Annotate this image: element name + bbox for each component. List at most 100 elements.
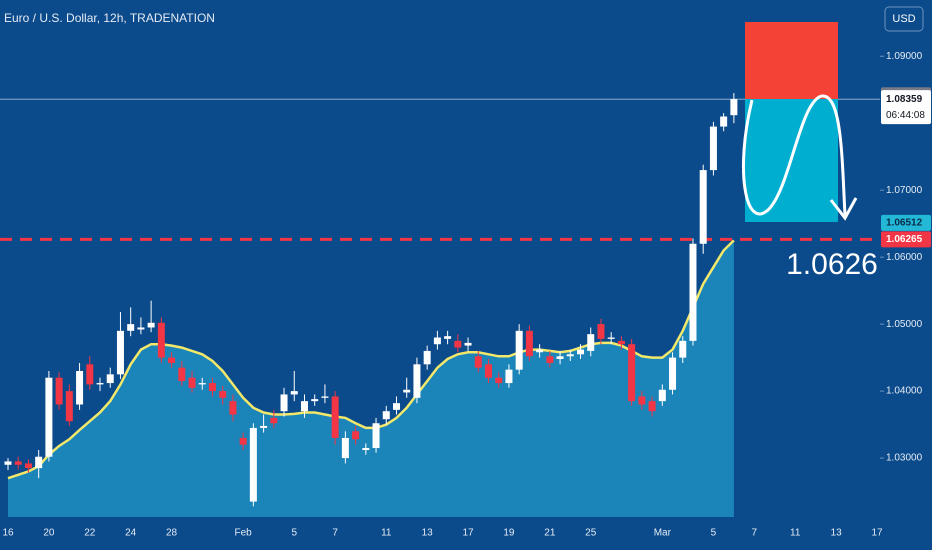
candle-body [638, 396, 646, 405]
candle-body [485, 364, 493, 378]
candle-body [168, 357, 176, 363]
y-tick-label: 1.04000 [886, 386, 923, 397]
candle-body [699, 170, 707, 244]
candle-body [45, 377, 53, 457]
candle-body [290, 391, 298, 395]
y-tick-label: 1.07000 [886, 185, 923, 196]
candle-body [720, 116, 728, 127]
candle-body [24, 463, 32, 469]
candle-body [679, 340, 687, 358]
candle-body [188, 377, 196, 388]
candle-body [423, 350, 431, 365]
candle-body [239, 437, 247, 445]
chart-title: Euro / U.S. Dollar, 12h, TRADENATION [4, 11, 215, 25]
x-tick-label: 21 [544, 528, 556, 539]
candle-body [229, 401, 237, 415]
x-tick-label: 13 [831, 528, 843, 539]
x-tick-label: Feb [235, 528, 253, 539]
candle-body [208, 383, 216, 392]
currency-button[interactable] [884, 6, 924, 32]
candle-body [546, 356, 554, 363]
stop-zone [745, 22, 838, 99]
candle-body [709, 126, 717, 171]
candle-body [341, 437, 349, 459]
candle-body [280, 394, 288, 412]
candle-body [617, 340, 625, 345]
y-tick-label: 1.09000 [886, 51, 923, 62]
price-label: 1.06512 [886, 218, 923, 229]
candle-body [454, 340, 462, 348]
candle-body [474, 356, 482, 368]
x-tick-label: 7 [332, 528, 338, 539]
candle-body [444, 336, 452, 339]
candle-body [382, 411, 390, 420]
candle-body [495, 377, 503, 384]
x-tick-label: 25 [585, 528, 597, 539]
candle-body [515, 330, 523, 370]
x-tick-label: 28 [166, 528, 178, 539]
y-tick-label: 1.03000 [886, 453, 923, 464]
y-tick-label: 1.06000 [886, 252, 923, 263]
candle-body [35, 456, 43, 469]
candle-body [566, 354, 574, 357]
candle-body [76, 371, 84, 405]
current-price-label: 1.08359 [886, 94, 923, 105]
candle-body [362, 448, 370, 451]
price-label-box [881, 214, 931, 231]
candle-body [270, 417, 278, 424]
candle-body [249, 427, 257, 502]
candle-body [4, 461, 12, 465]
candle-body [433, 337, 441, 345]
currency-label[interactable]: USD [892, 13, 915, 25]
x-tick-label: 19 [503, 528, 515, 539]
y-tick-label: 1.05000 [886, 319, 923, 330]
candle-body [147, 322, 155, 328]
candle-body [556, 356, 564, 359]
candle-body [137, 327, 145, 330]
candle-body [321, 396, 329, 398]
candle-body [300, 401, 308, 412]
level-annotation: 1.0626 [786, 248, 878, 281]
x-tick-label: 17 [462, 528, 474, 539]
candle-body [372, 423, 380, 449]
x-tick-label: 22 [84, 528, 96, 539]
x-tick-label: 11 [381, 528, 392, 539]
ma-line [7, 239, 735, 480]
candle-body [106, 374, 114, 384]
x-tick-label: 5 [711, 528, 717, 539]
candle-body [157, 322, 165, 358]
candle-body [577, 349, 585, 355]
candle-body [392, 403, 400, 410]
x-tick-label: 13 [422, 528, 434, 539]
arrow-head [829, 197, 858, 221]
candle-body [607, 337, 615, 339]
x-tick-label: Mar [654, 528, 672, 539]
x-tick-label: 20 [43, 528, 55, 539]
candle-body [65, 391, 73, 422]
candle-body [658, 389, 666, 402]
candle-body [525, 330, 533, 357]
candle-body [55, 377, 63, 405]
candle-body [352, 431, 360, 440]
candle-body [587, 334, 595, 351]
x-tick-label: 16 [2, 528, 14, 539]
candle-body [669, 357, 677, 390]
candle-body [648, 401, 656, 412]
price-label: 1.06265 [886, 234, 923, 245]
plot-area [0, 93, 880, 517]
candle-body [689, 243, 697, 341]
countdown: 06:44:08 [886, 110, 925, 121]
candle-body [413, 364, 421, 398]
ma-area [8, 240, 734, 517]
x-tick-label: 11 [790, 528, 801, 539]
x-tick-label: 17 [871, 528, 883, 539]
current-price-box [881, 90, 931, 125]
x-tick-label: 24 [125, 528, 137, 539]
candle-body [178, 367, 186, 382]
candle-body [403, 389, 411, 393]
candle-body [116, 330, 124, 375]
candle-body [311, 399, 319, 402]
candle-body [536, 349, 544, 353]
